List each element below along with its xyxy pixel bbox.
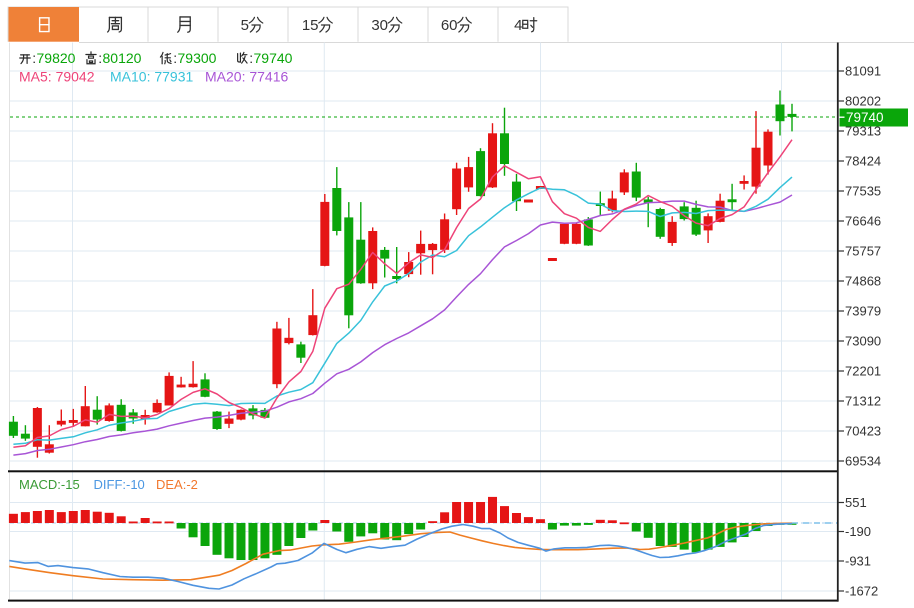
svg-text:30: 30	[371, 17, 388, 34]
svg-text:15: 15	[302, 17, 319, 34]
svg-text:78424: 78424	[845, 154, 881, 169]
svg-text:60: 60	[441, 17, 458, 34]
svg-text:76646: 76646	[845, 214, 881, 229]
svg-text:71312: 71312	[845, 394, 881, 409]
svg-text:70423: 70423	[845, 424, 881, 439]
svg-text:74868: 74868	[845, 274, 881, 289]
svg-text:-1672: -1672	[845, 584, 878, 599]
svg-text:5: 5	[241, 17, 249, 34]
svg-text:-190: -190	[845, 524, 871, 539]
svg-text::: :	[32, 50, 36, 66]
svg-text:81091: 81091	[845, 64, 881, 79]
svg-text:4: 4	[514, 17, 522, 34]
svg-text::: :	[249, 50, 253, 66]
svg-text:73090: 73090	[845, 334, 881, 349]
svg-text:MA10: 77931: MA10: 77931	[110, 69, 193, 85]
svg-text:MA5: 79042: MA5: 79042	[19, 69, 95, 85]
svg-text:DEA:-2: DEA:-2	[156, 477, 198, 492]
svg-text:69534: 69534	[845, 454, 881, 469]
svg-text:MACD:-15: MACD:-15	[19, 477, 80, 492]
svg-text:73979: 73979	[845, 304, 881, 319]
svg-text::: :	[98, 50, 102, 66]
svg-text:79300: 79300	[178, 50, 217, 66]
svg-text::: :	[173, 50, 177, 66]
svg-text:MA20: 77416: MA20: 77416	[205, 69, 288, 85]
svg-text:77535: 77535	[845, 184, 881, 199]
svg-text:551: 551	[845, 495, 867, 510]
svg-text:DIFF:-10: DIFF:-10	[94, 477, 145, 492]
svg-text:79820: 79820	[37, 50, 76, 66]
svg-text:72201: 72201	[845, 364, 881, 379]
svg-text:79313: 79313	[845, 124, 881, 139]
svg-text:79740: 79740	[254, 50, 293, 66]
svg-text:79740: 79740	[846, 110, 884, 125]
svg-text:80202: 80202	[845, 94, 881, 109]
svg-text:80120: 80120	[103, 50, 142, 66]
svg-text:75757: 75757	[845, 244, 881, 259]
svg-text:-931: -931	[845, 554, 871, 569]
